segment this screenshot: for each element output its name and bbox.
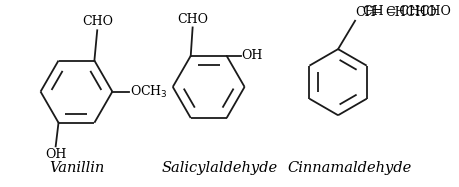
Text: Vanillin: Vanillin [49, 161, 104, 175]
Text: =: = [370, 5, 382, 19]
Text: OH: OH [45, 148, 67, 161]
Text: CH: CH [355, 6, 376, 19]
Text: Salicylaldehyde: Salicylaldehyde [162, 161, 278, 175]
Text: CH = CHCHO: CH = CHCHO [363, 5, 451, 18]
Text: OH: OH [242, 49, 263, 62]
Text: CHCHO: CHCHO [385, 6, 437, 19]
Text: CHO: CHO [177, 13, 208, 26]
Text: Cinnamaldehyde: Cinnamaldehyde [287, 161, 412, 175]
Text: OCH$_3$: OCH$_3$ [130, 84, 168, 100]
Text: CHO: CHO [83, 15, 114, 28]
